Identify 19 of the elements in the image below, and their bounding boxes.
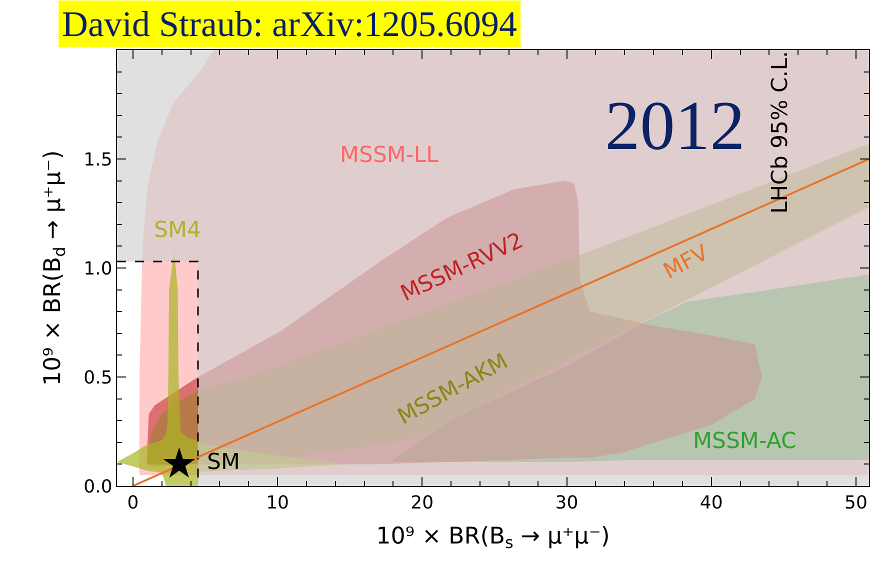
text: MFV <box>660 240 713 284</box>
annotation: 2012 <box>605 88 745 165</box>
x-tick-label: 10 <box>266 492 289 514</box>
x-tick-label: 40 <box>700 492 723 514</box>
y-tick-label: 0.0 <box>84 476 112 498</box>
x-axis-title: 10⁹ × BR(B$_{s}$ → μ⁺μ⁻) <box>376 523 610 552</box>
text: David Straub: arXiv:1205.6094 <box>62 4 517 44</box>
y-tick-label: 1.5 <box>84 149 112 170</box>
legend-label: MSSM-AC <box>693 429 796 454</box>
y-tick-label: 0.5 <box>84 367 112 388</box>
legend-label: MSSM-LL <box>340 143 440 168</box>
y-tick-label: 1.0 <box>84 258 112 280</box>
x-tick-label: 30 <box>555 492 578 514</box>
legend-label: SM4 <box>154 218 201 243</box>
x-tick-label: 20 <box>410 492 434 514</box>
x-tick-label: 0 <box>127 492 139 514</box>
annotation: LHCb 95% C.L. <box>768 51 793 214</box>
series-label: SM <box>207 450 240 475</box>
x-tick-label: 50 <box>844 492 868 514</box>
